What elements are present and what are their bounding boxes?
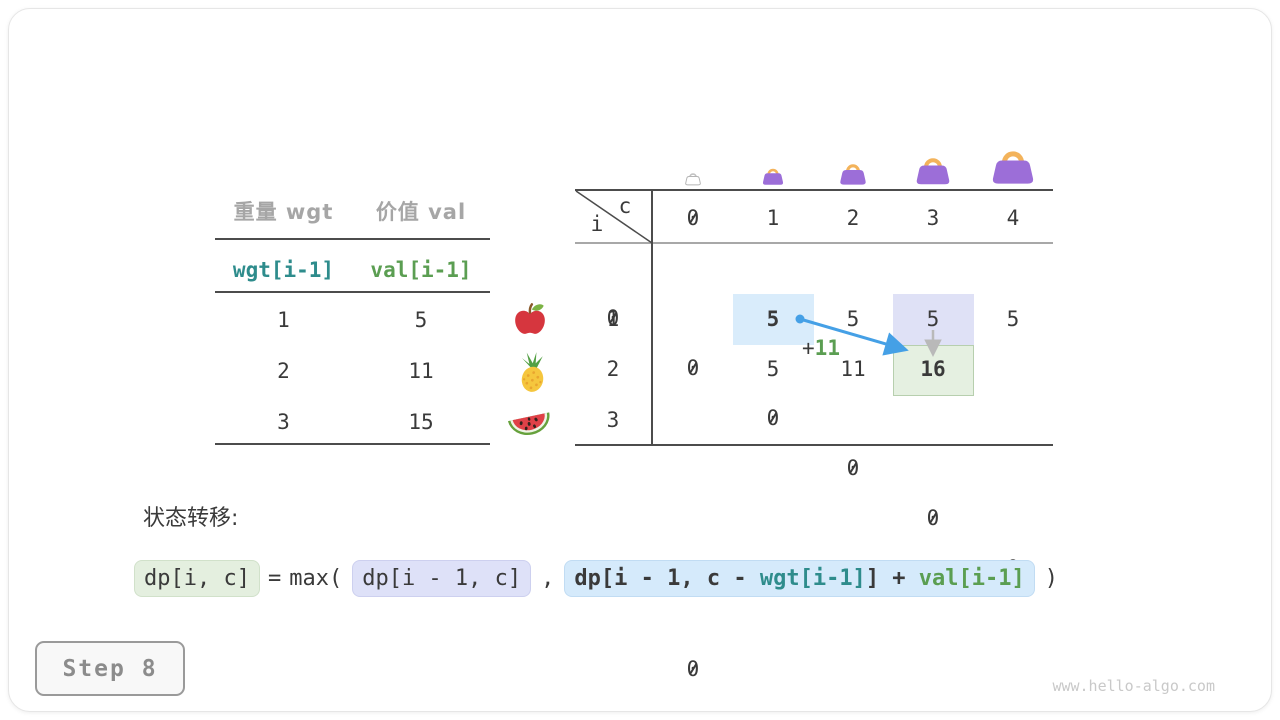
bag-empty-icon	[685, 173, 701, 186]
step-badge: Step 8	[35, 641, 185, 696]
dp-cell-2-2: 11	[840, 357, 866, 381]
bag-medium-icon	[840, 164, 866, 185]
dp-cell-1-3: 5	[926, 307, 940, 331]
bag-small-icon	[762, 168, 784, 185]
dp-row-header-3: 3	[606, 408, 620, 432]
formula-lhs-box: dp[i, c]	[134, 560, 260, 597]
watermark: www.hello-algo.com	[1052, 677, 1215, 695]
added-value: 11	[814, 336, 840, 360]
dp-col-header-1: 1	[766, 206, 780, 230]
item-1-value: 5	[414, 308, 428, 332]
item-3-value: 15	[408, 410, 434, 434]
dp-col-header-4: 4	[1006, 206, 1020, 230]
formula-arg2-box: dp[i - 1, c - wgt[i-1]] + val[i-1]	[564, 560, 1035, 597]
dp-cell-2-1: 5	[766, 357, 780, 381]
plus-sign: +	[802, 336, 815, 360]
formula-close-paren: )	[1044, 566, 1059, 591]
watermelon-icon	[508, 412, 550, 435]
items-header-weight: 重量 wgt	[233, 200, 334, 224]
item-2-value: 11	[408, 359, 434, 383]
formula-arg2-wgt: wgt[i-1]	[759, 566, 866, 591]
dp-corner-row-var: i	[590, 212, 604, 236]
bag-xlarge-icon	[992, 151, 1034, 184]
dp-col-header-3: 3	[926, 206, 940, 230]
dp-row-header-1: 1	[606, 307, 620, 331]
item-1-weight: 1	[277, 308, 290, 332]
items-table-rule-bottom	[215, 443, 490, 445]
items-formula-wgt: wgt[i-1]	[232, 258, 335, 282]
bag-large-icon	[916, 158, 950, 185]
transition-formula: dp[i, c] = max( dp[i - 1, c] , dp[i - 1,…	[134, 560, 1058, 597]
dp-corner-col-var: c	[618, 194, 632, 218]
dp-table-rule-top	[575, 189, 1053, 191]
items-formula-val: val[i-1]	[370, 258, 472, 282]
dp-cell-0-3: 0	[893, 493, 973, 543]
dp-cell-0-0: 0	[653, 343, 733, 393]
items-table-rule-mid	[215, 291, 490, 293]
dp-row-header-0: 0	[573, 293, 653, 343]
formula-max-open: max(	[289, 566, 343, 591]
formula-arg1-box: dp[i - 1, c]	[352, 560, 532, 597]
dp-row-header-2: 2	[606, 357, 620, 381]
items-table-rule-top	[215, 238, 490, 240]
dp-col-header-2: 2	[846, 206, 860, 230]
item-3-weight: 3	[277, 410, 290, 434]
transition-title: 状态转移:	[143, 506, 239, 531]
formula-comma: ,	[541, 566, 555, 591]
dp-cell-1-0: 0	[653, 644, 733, 694]
plus-value-annotation: +11	[789, 336, 853, 360]
items-header-value: 价值 val	[375, 200, 467, 224]
formula-arg2-mid: ] +	[865, 566, 919, 591]
formula-arg2-val: val[i-1]	[918, 566, 1025, 591]
dp-cell-1-4: 5	[1006, 307, 1020, 331]
dp-col-header-0: 0	[653, 193, 733, 243]
dp-table-rule-header	[575, 242, 1053, 244]
formula-equals: =	[267, 566, 282, 591]
pineapple-icon	[521, 352, 544, 392]
dp-cell-1-1: 5	[766, 307, 780, 331]
apple-icon	[515, 303, 545, 334]
dp-cell-0-1: 0	[733, 393, 813, 443]
dp-cell-0-2: 0	[813, 443, 893, 493]
formula-arg2-prefix: dp[i - 1, c -	[574, 566, 760, 591]
item-2-weight: 2	[277, 359, 290, 383]
dp-cell-2-3: 16	[920, 357, 946, 381]
